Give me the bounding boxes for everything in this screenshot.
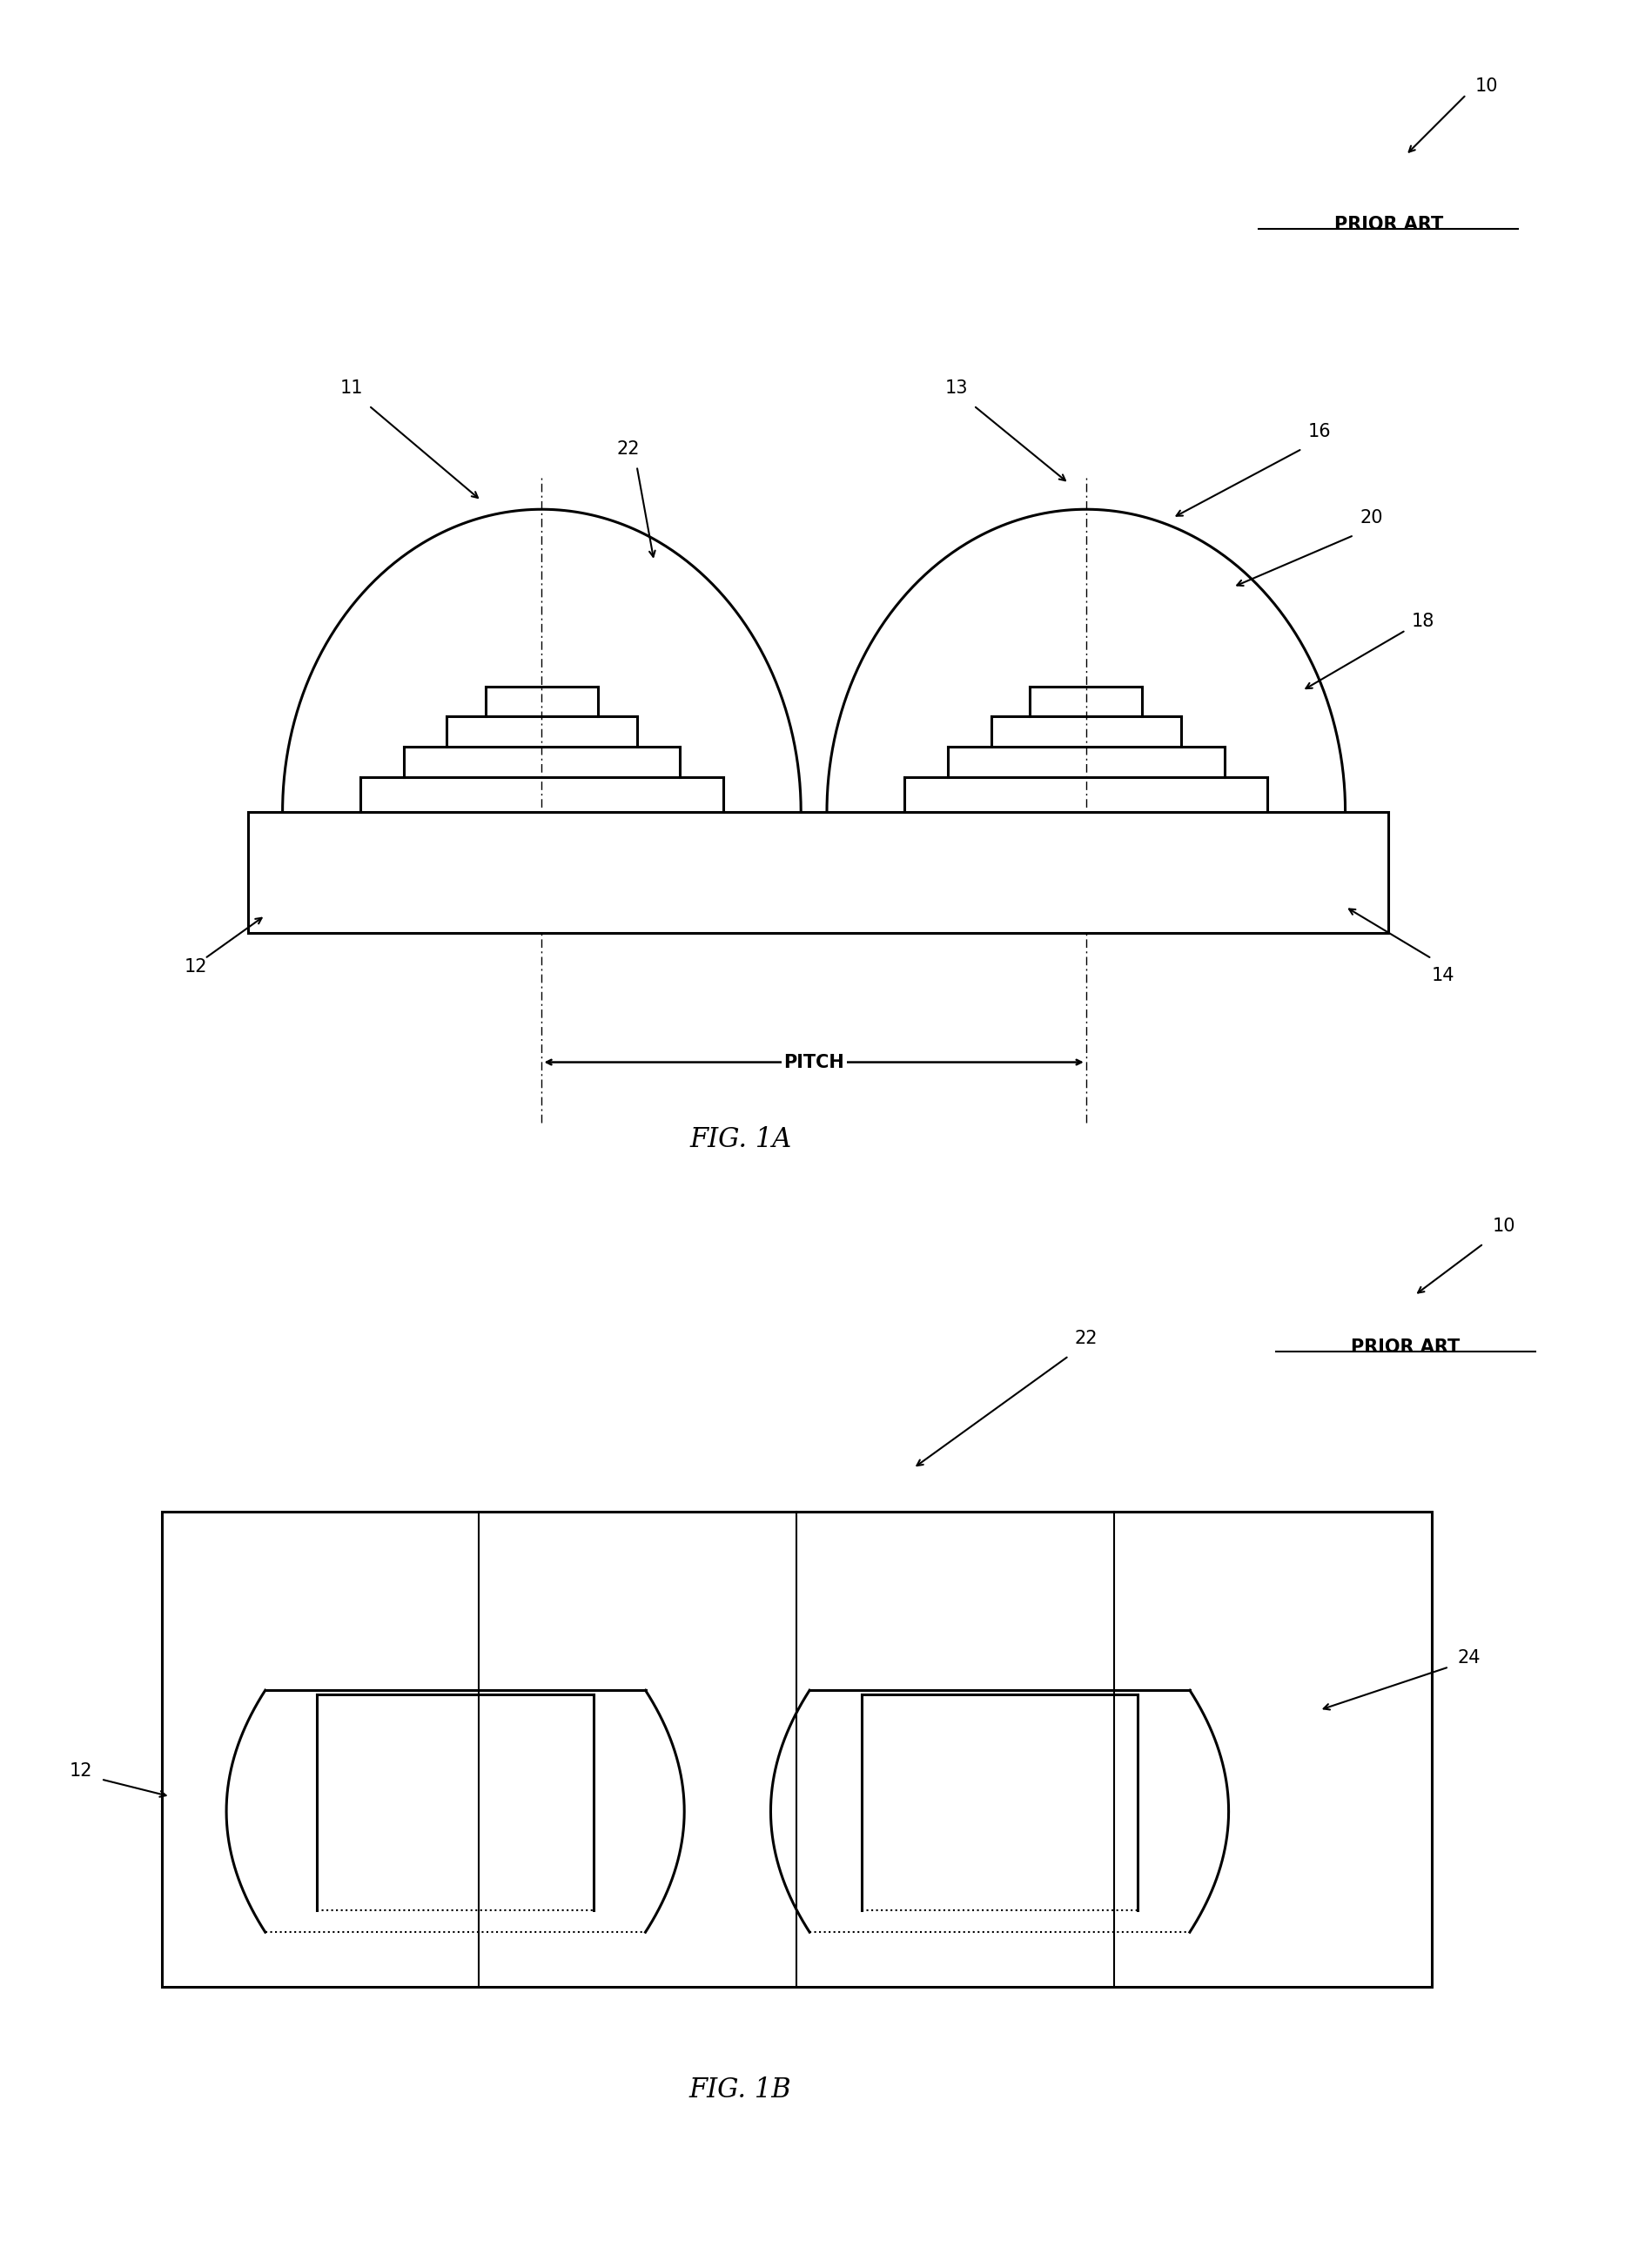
Text: 11: 11 xyxy=(340,379,363,397)
Text: 13: 13 xyxy=(945,379,968,397)
Text: 20: 20 xyxy=(1360,509,1383,527)
Text: 12: 12 xyxy=(185,958,208,976)
Text: FIG. 1A: FIG. 1A xyxy=(689,1127,791,1154)
Text: 10: 10 xyxy=(1475,77,1498,95)
Text: PITCH: PITCH xyxy=(783,1053,844,1071)
Text: PRIOR ART: PRIOR ART xyxy=(1351,1339,1460,1357)
Text: FIG. 1B: FIG. 1B xyxy=(689,2076,791,2103)
Text: 24: 24 xyxy=(1457,1650,1480,1668)
Text: 16: 16 xyxy=(1308,424,1332,440)
Text: 18: 18 xyxy=(1411,613,1434,631)
Text: 14: 14 xyxy=(1432,967,1455,985)
Text: 22: 22 xyxy=(1074,1330,1097,1348)
Text: 12: 12 xyxy=(69,1763,93,1778)
Bar xyxy=(162,1512,1432,1986)
Text: 22: 22 xyxy=(616,440,639,458)
Text: PRIOR ART: PRIOR ART xyxy=(1333,216,1442,232)
Bar xyxy=(248,811,1388,933)
Text: 10: 10 xyxy=(1492,1217,1515,1235)
